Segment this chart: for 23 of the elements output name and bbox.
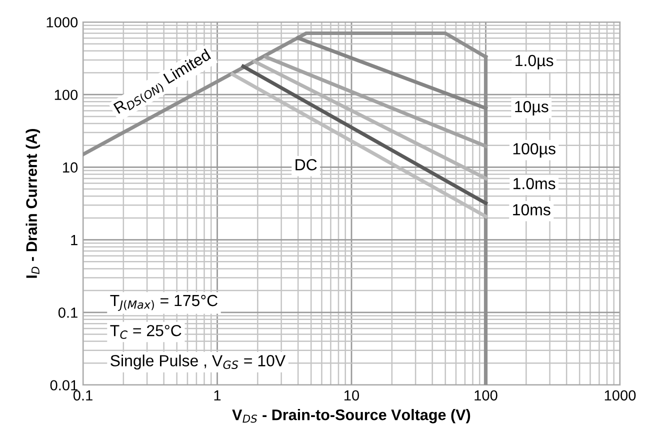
x-tick-label: 10 bbox=[344, 390, 360, 401]
y-tick-label: 10 bbox=[63, 162, 78, 173]
annotation: 10ms bbox=[513, 204, 550, 216]
x-axis-title: V$_{DS}$ - Drain-to-Source Voltage (V) bbox=[232, 409, 470, 424]
y-tick-label: 100 bbox=[54, 90, 78, 100]
annotation: R$_{DS(ON)}$ Limited bbox=[113, 48, 214, 118]
annotation: 10µs bbox=[515, 101, 548, 116]
x-tick-label: 0.1 bbox=[73, 390, 92, 401]
annotation: DC bbox=[296, 159, 317, 170]
x-tick-label: 100 bbox=[474, 390, 498, 401]
annotation: 100µs bbox=[513, 143, 556, 158]
y-tick-label: 1 bbox=[71, 235, 78, 246]
y-tick-label: 0.1 bbox=[58, 308, 78, 318]
y-tick-label: 0.01 bbox=[50, 380, 78, 390]
annotation: T$_{C}$ = 25°C bbox=[110, 324, 182, 339]
y-tick-label: 1000 bbox=[46, 17, 78, 28]
annotation: T$_{J(Max)}$ = 175°C bbox=[110, 294, 218, 311]
x-tick-label: 1000 bbox=[604, 390, 636, 401]
y-axis-title: I$_{D}$ - Drain Current (A) bbox=[26, 129, 40, 278]
annotation: Single Pulse , V$_{GS}$ = 10V bbox=[110, 354, 286, 370]
annotation: 1.0µs bbox=[516, 54, 554, 70]
x-tick-label: 1 bbox=[214, 390, 221, 400]
annotation: 1.0ms bbox=[514, 178, 556, 190]
